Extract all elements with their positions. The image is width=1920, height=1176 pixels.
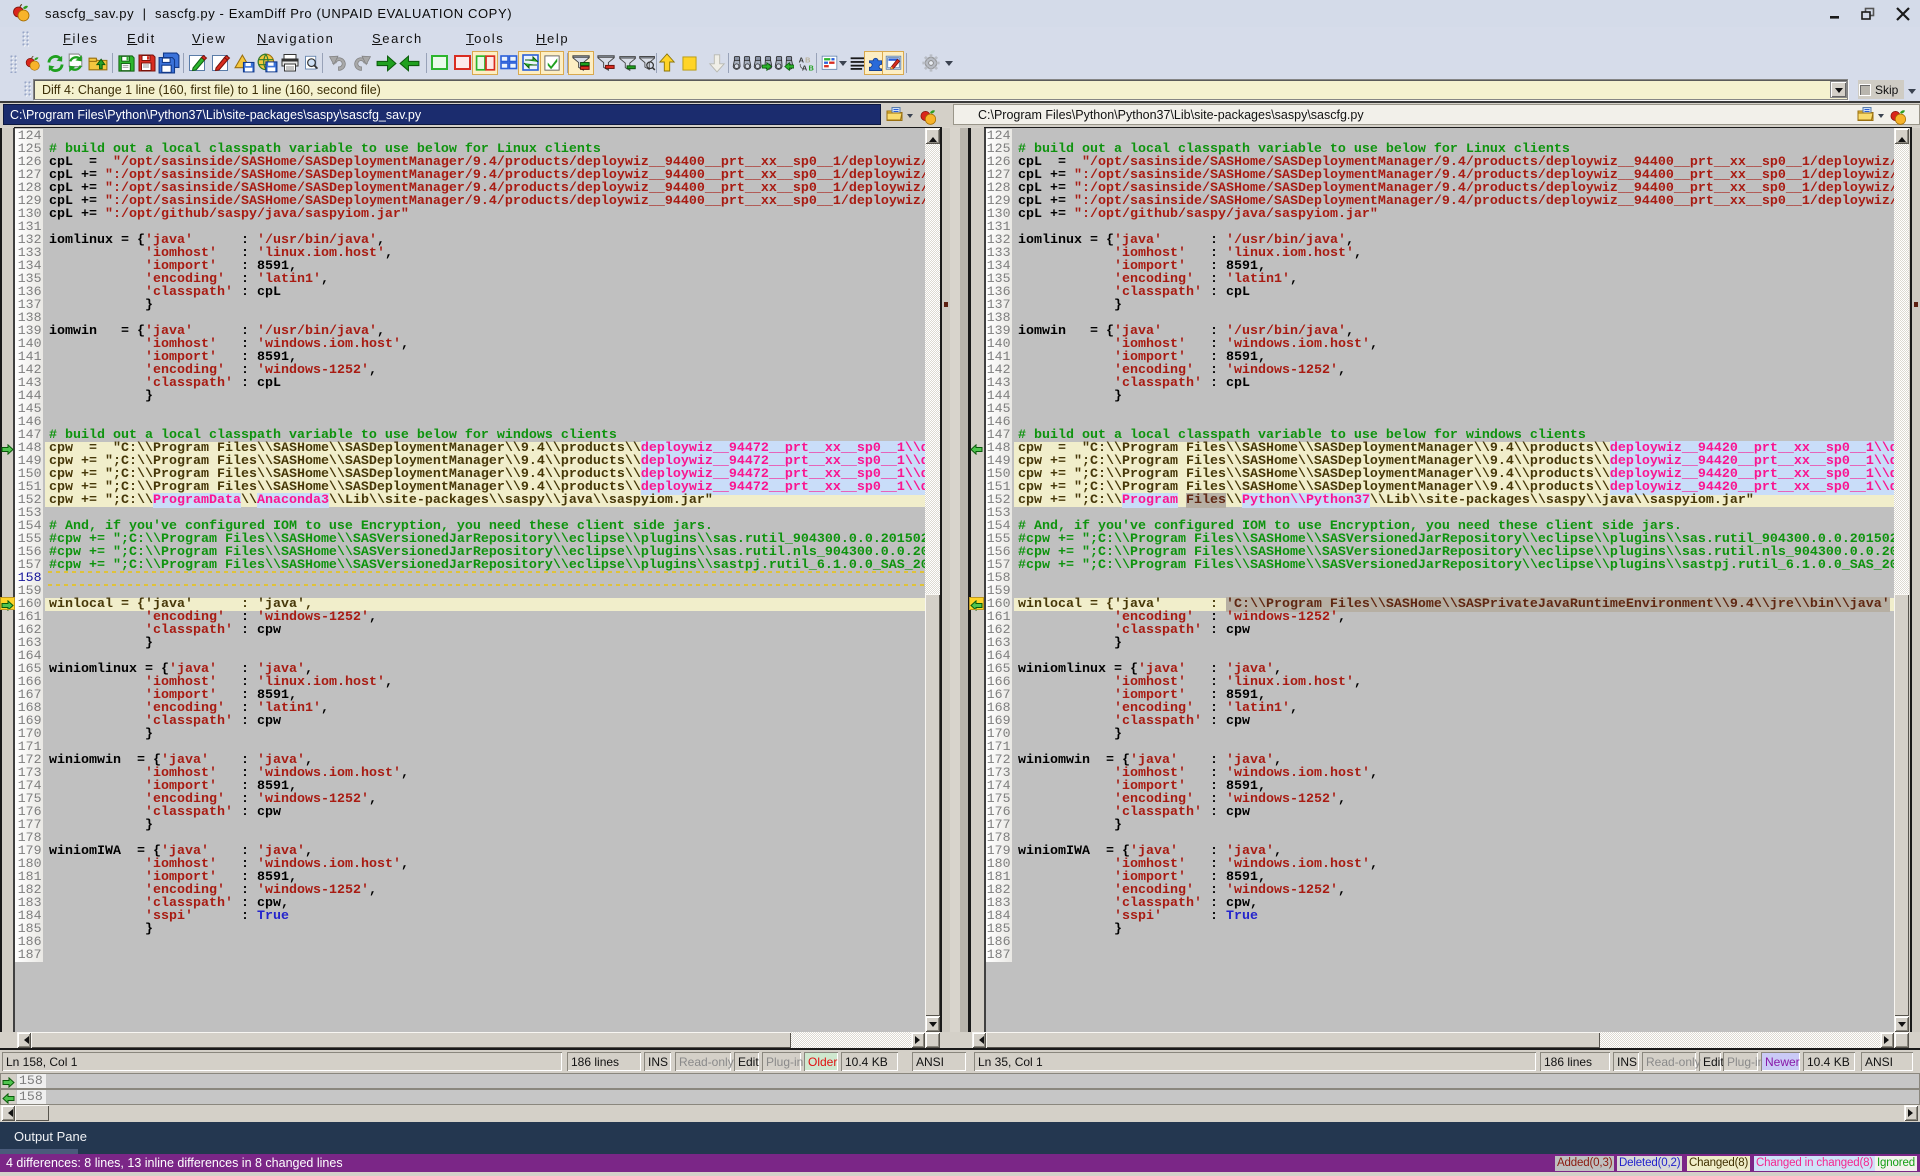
svg-text:A: A bbox=[801, 63, 807, 71]
svg-text:A: A bbox=[798, 55, 804, 64]
svg-text:B: B bbox=[808, 63, 813, 71]
svg-text:B: B bbox=[805, 55, 810, 64]
